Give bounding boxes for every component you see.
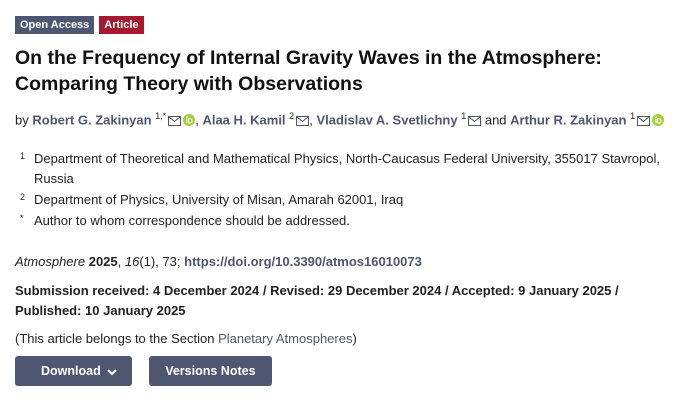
email-icon[interactable] <box>296 116 310 127</box>
volume: 16 <box>124 254 140 270</box>
affiliation: 1 Department of Theoretical and Mathemati… <box>15 149 674 189</box>
section-note: (This article belongs to the Section Pla… <box>15 331 674 346</box>
author-sup: 1,* <box>155 111 167 121</box>
orcid-icon[interactable] <box>652 114 665 127</box>
affiliation: 2 Department of Physics, University of Mi… <box>15 190 674 210</box>
issue-pages: (1), 73; <box>139 254 181 270</box>
button-label: Download <box>41 364 101 379</box>
versions-button[interactable]: Versions Notes <box>149 356 272 387</box>
email-icon[interactable] <box>468 116 482 127</box>
author-icons <box>466 112 482 127</box>
author-sup: 1 <box>461 111 467 121</box>
affiliation-marker: 2 <box>20 192 26 203</box>
email-icon[interactable] <box>637 116 651 127</box>
author-icons <box>635 112 665 127</box>
affiliations: 1 Department of Theoretical and Mathemati… <box>15 149 674 231</box>
affiliation-marker: 1 <box>20 151 26 162</box>
email-icon[interactable] <box>168 116 182 127</box>
badges: Open Access Article <box>15 16 674 34</box>
dates: Submission received: 4 December 2024 / R… <box>15 283 619 319</box>
author-separator: and <box>484 112 507 128</box>
author-link[interactable]: Alaa H. Kamil <box>202 112 286 128</box>
section-link[interactable]: Planetary Atmospheres <box>218 331 353 347</box>
affiliation: * Author to whom correspondence should be… <box>15 211 674 231</box>
affiliation-marker: * <box>20 213 24 224</box>
orcid-icon[interactable] <box>183 114 196 127</box>
article-header: Open Access Article On the Frequency of … <box>15 16 674 387</box>
buttons: Download Versions Notes <box>15 356 674 387</box>
button-label: Versions Notes <box>165 364 256 379</box>
download-button[interactable]: Download <box>15 356 133 387</box>
section-prefix: (This article belongs to the Section <box>15 331 215 347</box>
chevron-icon <box>107 369 117 376</box>
year: 2025 <box>88 254 118 270</box>
authors-prefix: by <box>15 112 29 128</box>
section-suffix: ) <box>352 331 357 347</box>
citation: Atmosphere 2025, 16(1), 73; https://doi.… <box>15 254 422 270</box>
badge: Open Access <box>15 16 95 34</box>
doi-link[interactable]: https://doi.org/10.3390/atmos16010073 <box>184 254 422 270</box>
author-separator: , <box>309 112 313 128</box>
author-sup: 2 <box>289 111 295 121</box>
title: On the Frequency of Internal Gravity Wav… <box>15 47 602 95</box>
badge: Article <box>99 16 144 34</box>
author-link[interactable]: Arthur R. Zakinyan <box>510 112 627 128</box>
affiliation-text: Author to whom correspondence should be … <box>34 213 350 229</box>
author-icons <box>294 112 310 127</box>
affiliation-text: Department of Physics, University of Mis… <box>34 192 404 208</box>
author-link[interactable]: Vladislav A. Svetlichny <box>316 112 458 128</box>
author-separator: , <box>195 112 199 128</box>
author-link[interactable]: Robert G. Zakinyan <box>32 112 152 128</box>
journal: Atmosphere <box>15 254 86 270</box>
author-sup: 1 <box>630 111 636 121</box>
affiliation-text: Department of Theoretical and Mathematic… <box>34 151 660 187</box>
authors: by Robert G. Zakinyan 1,*, Alaa H. Kamil… <box>15 107 674 129</box>
author-icons <box>166 112 196 127</box>
